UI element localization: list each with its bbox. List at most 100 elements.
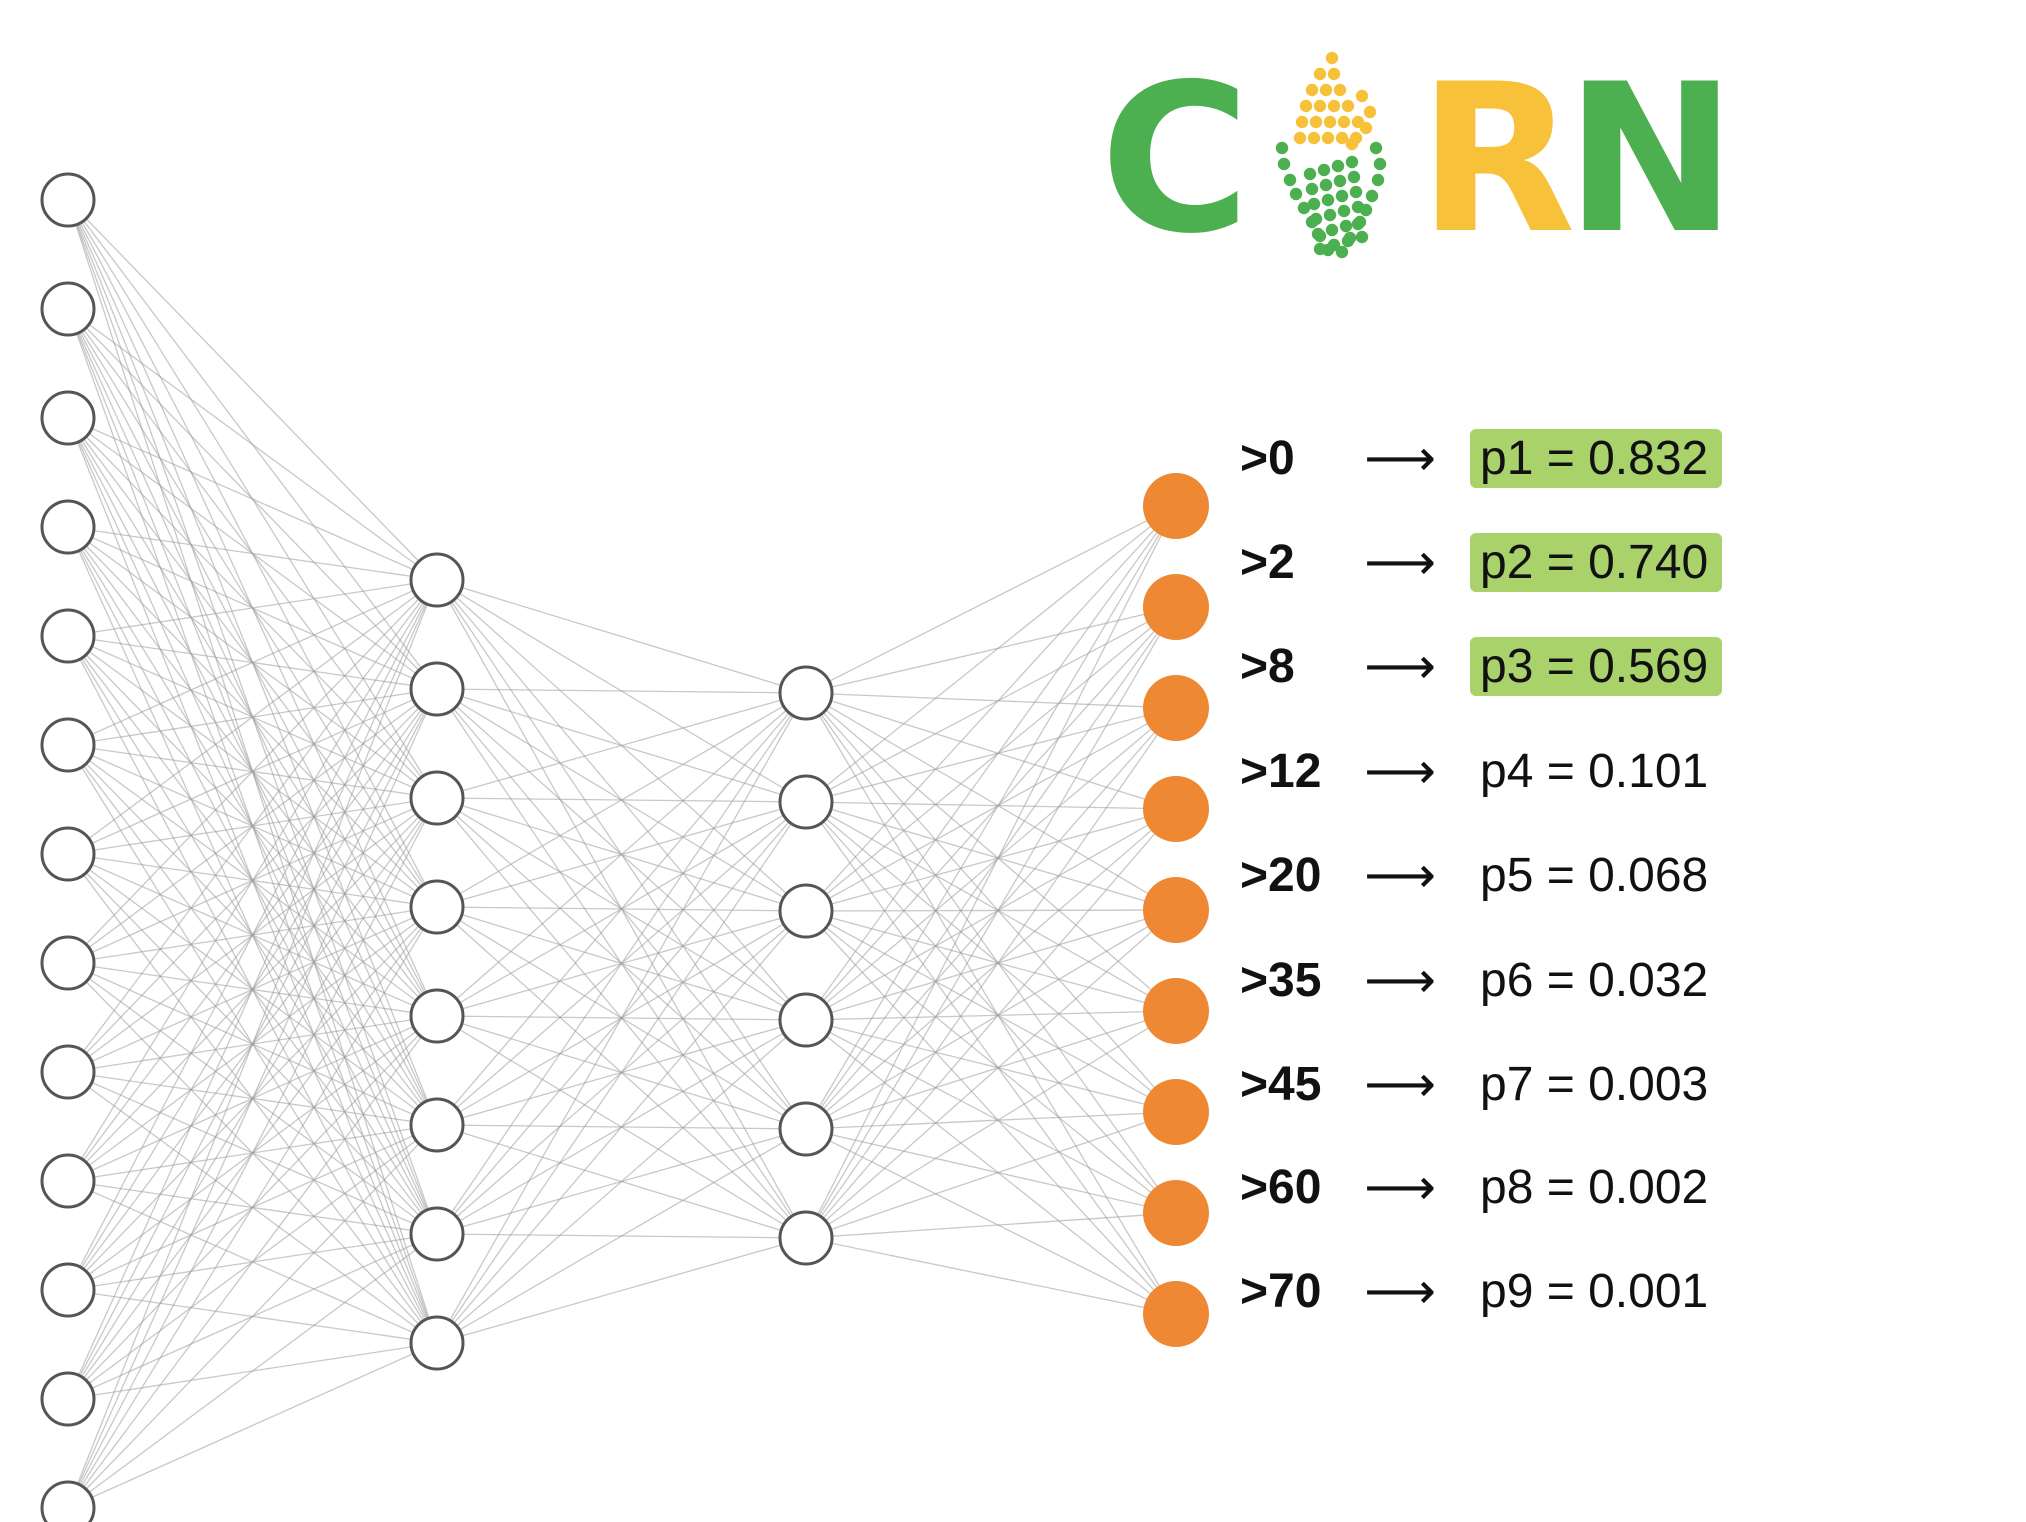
probability-value: p9 = 0.001 — [1480, 1264, 1709, 1318]
network-edge — [67, 579, 438, 964]
cob-kernel-dot — [1327, 67, 1341, 81]
cob-kernel-dot — [1309, 212, 1323, 226]
network-edge — [67, 579, 438, 637]
threshold-label: >0 — [1240, 431, 1295, 485]
hidden-neuron — [409, 552, 465, 608]
network-edge — [436, 692, 807, 1235]
cob-kernel-dot — [1339, 219, 1353, 233]
network-edge — [805, 606, 1177, 1130]
network-edge — [67, 579, 438, 746]
network-edges — [67, 199, 1177, 1509]
cob-kernel-dot — [1283, 173, 1297, 187]
probability-value: p5 = 0.068 — [1480, 848, 1709, 902]
cob-kernel-dot — [1325, 52, 1339, 65]
threshold-label: >12 — [1240, 744, 1322, 798]
network-edge — [805, 910, 1177, 1012]
network-edge — [805, 1019, 1177, 1315]
hidden-neuron — [778, 883, 834, 939]
network-edge — [67, 1124, 438, 1509]
probability-value-highlighted: p2 = 0.740 — [1470, 532, 1723, 592]
network-edge — [805, 801, 1177, 1214]
hidden-neuron — [778, 1101, 834, 1157]
network-edge — [805, 1010, 1177, 1239]
network-edge — [436, 692, 807, 1126]
hidden-neuron — [409, 770, 465, 826]
cob-kernel-dot — [1307, 131, 1321, 145]
cob-kernel-dot — [1349, 185, 1363, 199]
logo-letter-n: N — [1565, 41, 1737, 279]
cob-kernel-dot — [1319, 178, 1333, 192]
cob-kernel-dot — [1327, 99, 1341, 113]
cob-kernel-dot — [1335, 245, 1349, 259]
network-edge — [805, 910, 1177, 1214]
cob-kernel-dot — [1341, 99, 1355, 113]
cob-kernel-dot — [1303, 167, 1317, 181]
cob-kernel-dot — [1313, 99, 1327, 113]
network-edge — [805, 505, 1177, 912]
network-edge — [805, 692, 1177, 1315]
right-arrow-icon: ⟶ — [1364, 1263, 1436, 1319]
network-edge — [805, 692, 1177, 709]
network-edge — [67, 579, 438, 1182]
cob-kernel-dot — [1355, 89, 1369, 103]
output-neuron — [1143, 1180, 1209, 1246]
probability-value: p4 = 0.101 — [1480, 744, 1709, 798]
hidden-neuron — [409, 988, 465, 1044]
right-arrow-icon: ⟶ — [1364, 430, 1436, 486]
network-edge — [805, 606, 1177, 694]
network-edge — [805, 692, 1177, 1012]
network-edge — [436, 1019, 807, 1344]
logo-letter-c: C — [1100, 41, 1251, 279]
network-edge — [805, 707, 1177, 1130]
network-edge — [436, 579, 807, 694]
network-edge — [805, 808, 1177, 1130]
threshold-label: >70 — [1240, 1264, 1322, 1318]
network-edge — [805, 909, 1177, 1021]
network-edge — [436, 1237, 807, 1344]
network-edge — [436, 692, 807, 1017]
network-edge — [805, 505, 1177, 803]
right-arrow-icon: ⟶ — [1364, 743, 1436, 799]
cob-kernel-dot — [1317, 163, 1331, 177]
network-nodes — [40, 172, 1209, 1522]
cob-kernel-dot — [1335, 131, 1349, 145]
network-edge — [805, 606, 1177, 803]
output-row: >0 ⟶ p1 = 0.832 — [1240, 418, 1723, 498]
cob-kernel-dot — [1355, 230, 1369, 244]
network-edge — [805, 1237, 1177, 1315]
cob-kernel-dot — [1365, 189, 1379, 203]
network-edge — [805, 910, 1177, 1113]
cob-kernel-dot — [1337, 115, 1351, 129]
output-neuron — [1143, 675, 1209, 741]
threshold-label: >2 — [1240, 535, 1295, 589]
hidden-neuron — [40, 172, 96, 228]
network-edge — [67, 579, 438, 855]
hidden-neuron — [409, 1315, 465, 1371]
network-edge — [67, 906, 438, 1509]
hidden-neuron — [778, 992, 834, 1048]
cob-kernel-dot — [1305, 83, 1319, 97]
cob-kernel-dot — [1313, 242, 1327, 256]
hidden-neuron — [40, 1262, 96, 1318]
network-edge — [67, 579, 438, 1400]
right-arrow-icon: ⟶ — [1364, 534, 1436, 590]
network-edge — [805, 808, 1177, 1021]
network-edge — [805, 1010, 1177, 1021]
cob-kernel-dot — [1295, 115, 1309, 129]
cob-kernel-dot — [1337, 204, 1351, 218]
cob-kernel-dot — [1351, 200, 1365, 214]
cob-kernel-dot — [1323, 115, 1337, 129]
hidden-neuron — [40, 499, 96, 555]
threshold-label: >45 — [1240, 1057, 1322, 1111]
network-edge — [805, 692, 1177, 810]
network-edge — [805, 801, 1177, 911]
network-edge — [805, 801, 1177, 1315]
right-arrow-icon: ⟶ — [1364, 847, 1436, 903]
network-edge — [67, 308, 438, 581]
network-edge — [805, 909, 1177, 1130]
cob-kernel-dot — [1345, 155, 1359, 169]
cob-kernel-dot — [1293, 131, 1307, 145]
network-edge — [805, 808, 1177, 912]
network-edge — [67, 1015, 438, 1509]
